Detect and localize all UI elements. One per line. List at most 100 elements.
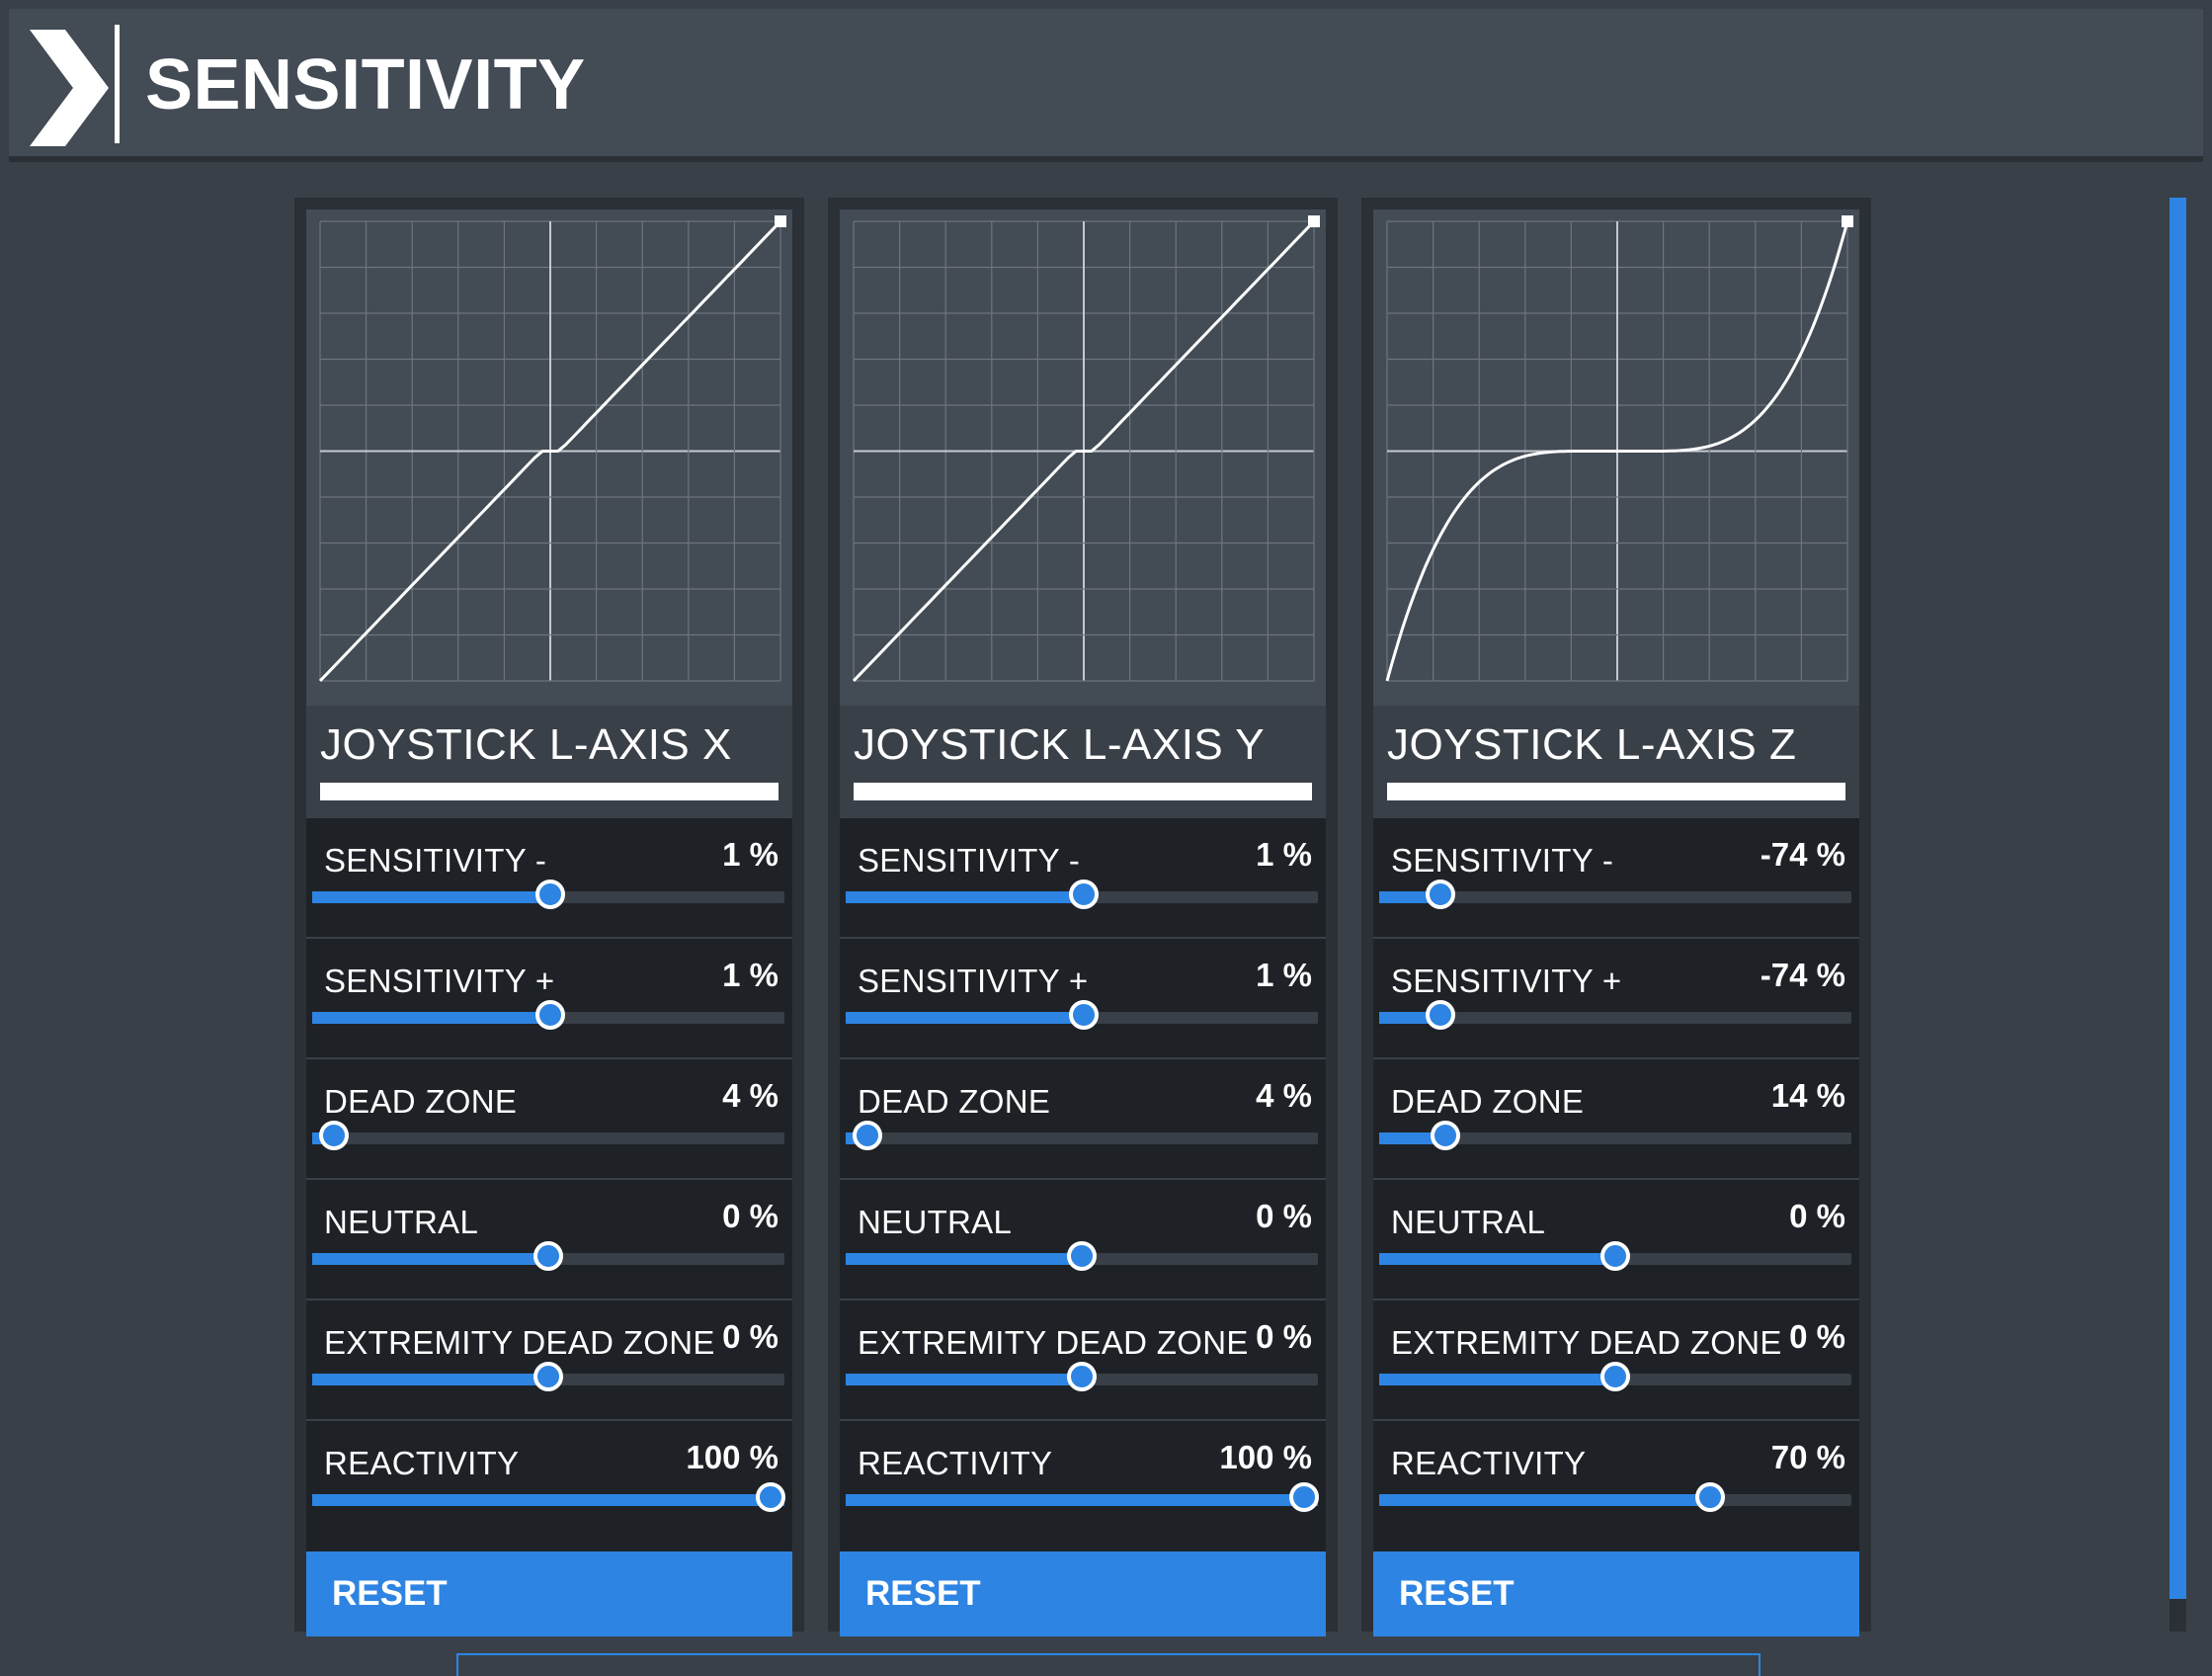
setting-slider[interactable] [846, 880, 1318, 909]
setting-slider[interactable] [312, 1482, 785, 1512]
slider-thumb[interactable] [535, 880, 566, 909]
setting-row: NEUTRAL 0 % [840, 1178, 1326, 1299]
setting-value: -74 % [1760, 957, 1845, 993]
axis-title-underline [320, 783, 778, 800]
slider-thumb[interactable] [1430, 1121, 1460, 1150]
slider-thumb[interactable] [1426, 880, 1456, 909]
axis-card: JOYSTICK L-AXIS Y SENSITIVITY -1 % SENSITI… [828, 198, 1338, 1636]
slider-fill [846, 1494, 1318, 1506]
setting-label: EXTREMITY DEAD ZONE [324, 1324, 715, 1361]
response-curve-line [852, 219, 1316, 683]
setting-slider[interactable] [312, 1362, 784, 1391]
reset-button[interactable]: RESET [1373, 1551, 1859, 1636]
reset-button[interactable]: RESET [306, 1551, 792, 1636]
setting-slider[interactable] [846, 1121, 1318, 1150]
setting-label: REACTIVITY [858, 1445, 1053, 1481]
axis-card-body: JOYSTICK L-AXIS Y SENSITIVITY -1 % SENSITI… [840, 210, 1326, 1636]
setting-value: 0 % [722, 1198, 778, 1234]
setting-value: 0 % [1789, 1318, 1845, 1355]
setting-value: 0 % [1789, 1198, 1845, 1234]
slider-fill [1379, 1132, 1445, 1144]
setting-row: SENSITIVITY + 1 % [306, 937, 792, 1057]
setting-slider[interactable] [1379, 1000, 1851, 1030]
setting-row: DEAD ZONE 14 % [1373, 1057, 1859, 1178]
setting-slider[interactable] [1379, 1121, 1851, 1150]
scrollbar-thumb[interactable] [2170, 198, 2186, 1599]
slider-thumb[interactable] [1694, 1482, 1725, 1512]
setting-row: SENSITIVITY - 1 % [306, 816, 792, 937]
setting-slider[interactable] [312, 1000, 784, 1030]
setting-slider[interactable] [1379, 880, 1851, 909]
setting-slider[interactable] [312, 880, 784, 909]
setting-row: NEUTRAL 0 % [306, 1178, 792, 1299]
slider-thumb[interactable] [1600, 1241, 1630, 1271]
reset-row: RESET [1373, 1540, 1859, 1636]
setting-slider[interactable] [846, 1241, 1318, 1271]
slider-fill [1379, 1374, 1615, 1385]
axis-card: JOYSTICK L-AXIS X SENSITIVITY -1 % SENSITI… [294, 198, 804, 1636]
setting-slider[interactable] [846, 1362, 1318, 1391]
bottom-panel-frame [456, 1653, 1761, 1676]
axis-card: JOYSTICK L-AXIS Z SENSITIVITY - -74 % SENSI… [1361, 198, 1871, 1636]
slider-fill [312, 1374, 548, 1385]
setting-slider[interactable] [312, 1121, 784, 1150]
setting-row: SENSITIVITY + 1 % [840, 937, 1326, 1057]
setting-label: SENSITIVITY + [324, 963, 555, 999]
slider-thumb[interactable] [533, 1362, 563, 1391]
slider-fill [846, 1012, 1085, 1024]
setting-row: SENSITIVITY - 1 % [840, 816, 1326, 937]
axis-title: JOYSTICK L-AXIS Z [1387, 720, 1797, 769]
setting-value: 0 % [1256, 1198, 1312, 1234]
reset-button[interactable]: RESET [840, 1551, 1326, 1636]
settings-list: SENSITIVITY - -74 % SENSITIVITY + -74 % DEAD… [1373, 816, 1859, 1540]
setting-row: EXTREMITY DEAD ZONE 0 % [1373, 1299, 1859, 1419]
slider-thumb[interactable] [1069, 1000, 1100, 1030]
setting-slider[interactable] [846, 1000, 1318, 1030]
setting-value: 0 % [722, 1318, 778, 1355]
setting-slider[interactable] [1379, 1241, 1851, 1271]
setting-slider[interactable] [846, 1482, 1319, 1512]
setting-label: DEAD ZONE [324, 1083, 518, 1120]
setting-row: DEAD ZONE 4 % [306, 1057, 792, 1178]
slider-thumb[interactable] [1067, 1241, 1097, 1271]
setting-row: SENSITIVITY - -74 % [1373, 816, 1859, 937]
setting-label: REACTIVITY [1391, 1445, 1587, 1481]
setting-label: SENSITIVITY - [858, 842, 1081, 879]
setting-label: REACTIVITY [324, 1445, 520, 1481]
slider-thumb[interactable] [755, 1482, 785, 1512]
setting-label: SENSITIVITY - [1391, 842, 1614, 879]
response-curve-line [1385, 220, 1849, 682]
slider-thumb[interactable] [1067, 1362, 1097, 1391]
slider-thumb[interactable] [1600, 1362, 1630, 1391]
header-bar: SENSITIVITY [9, 9, 2203, 162]
setting-value: 1 % [722, 957, 778, 993]
slider-thumb[interactable] [318, 1121, 349, 1150]
scrollbar[interactable] [2170, 198, 2186, 1632]
setting-row: REACTIVITY 70 % [1373, 1419, 1859, 1540]
setting-value: 14 % [1770, 1077, 1845, 1114]
setting-label: SENSITIVITY - [324, 842, 547, 879]
slider-thumb[interactable] [1069, 880, 1100, 909]
setting-label: DEAD ZONE [1391, 1083, 1585, 1120]
setting-slider[interactable] [312, 1241, 784, 1271]
setting-slider[interactable] [1379, 1482, 1851, 1512]
setting-row: DEAD ZONE 4 % [840, 1057, 1326, 1178]
setting-value: 1 % [1256, 836, 1312, 873]
slider-thumb[interactable] [1288, 1482, 1319, 1512]
curve-end-handle [1308, 215, 1320, 227]
setting-value: 1 % [722, 836, 778, 873]
setting-row: EXTREMITY DEAD ZONE 0 % [306, 1299, 792, 1419]
reset-row: RESET [840, 1540, 1326, 1636]
setting-slider[interactable] [1379, 1362, 1851, 1391]
setting-row: REACTIVITY 100 % [840, 1419, 1326, 1540]
slider-thumb[interactable] [1426, 1000, 1456, 1030]
axis-card-body: JOYSTICK L-AXIS Z SENSITIVITY - -74 % SENSI… [1373, 210, 1859, 1636]
header-divider [115, 25, 120, 143]
setting-row: SENSITIVITY + -74 % [1373, 937, 1859, 1057]
setting-label: DEAD ZONE [858, 1083, 1051, 1120]
slider-thumb[interactable] [852, 1121, 882, 1150]
setting-value: 0 % [1256, 1318, 1312, 1355]
slider-thumb[interactable] [535, 1000, 566, 1030]
setting-value: 4 % [722, 1077, 778, 1114]
slider-thumb[interactable] [533, 1241, 563, 1271]
